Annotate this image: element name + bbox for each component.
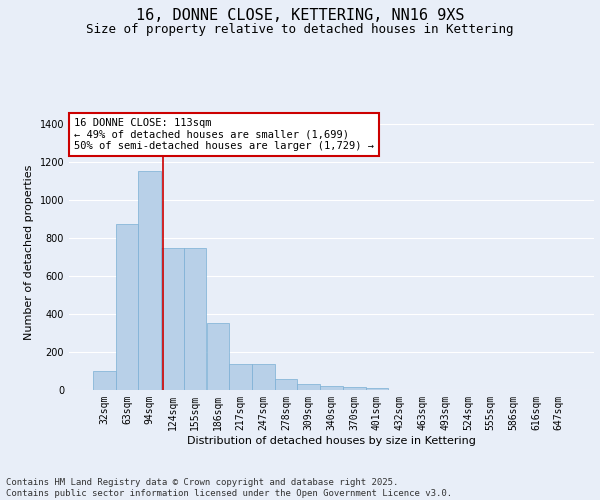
Y-axis label: Number of detached properties: Number of detached properties: [24, 165, 34, 340]
Bar: [139, 171, 161, 390]
Bar: [116, 224, 139, 390]
Bar: [343, 387, 365, 390]
Bar: [298, 384, 320, 390]
Bar: [93, 371, 116, 390]
Text: 16, DONNE CLOSE, KETTERING, NN16 9XS: 16, DONNE CLOSE, KETTERING, NN16 9XS: [136, 8, 464, 22]
Text: Size of property relative to detached houses in Kettering: Size of property relative to detached ho…: [86, 22, 514, 36]
Bar: [252, 364, 275, 390]
Bar: [206, 322, 229, 390]
Bar: [161, 248, 184, 390]
Bar: [365, 388, 388, 390]
Bar: [184, 248, 206, 390]
Bar: [320, 386, 343, 390]
Bar: [275, 378, 298, 390]
Text: 16 DONNE CLOSE: 113sqm
← 49% of detached houses are smaller (1,699)
50% of semi-: 16 DONNE CLOSE: 113sqm ← 49% of detached…: [74, 118, 374, 151]
Bar: [229, 364, 252, 390]
Text: Contains HM Land Registry data © Crown copyright and database right 2025.
Contai: Contains HM Land Registry data © Crown c…: [6, 478, 452, 498]
X-axis label: Distribution of detached houses by size in Kettering: Distribution of detached houses by size …: [187, 436, 476, 446]
